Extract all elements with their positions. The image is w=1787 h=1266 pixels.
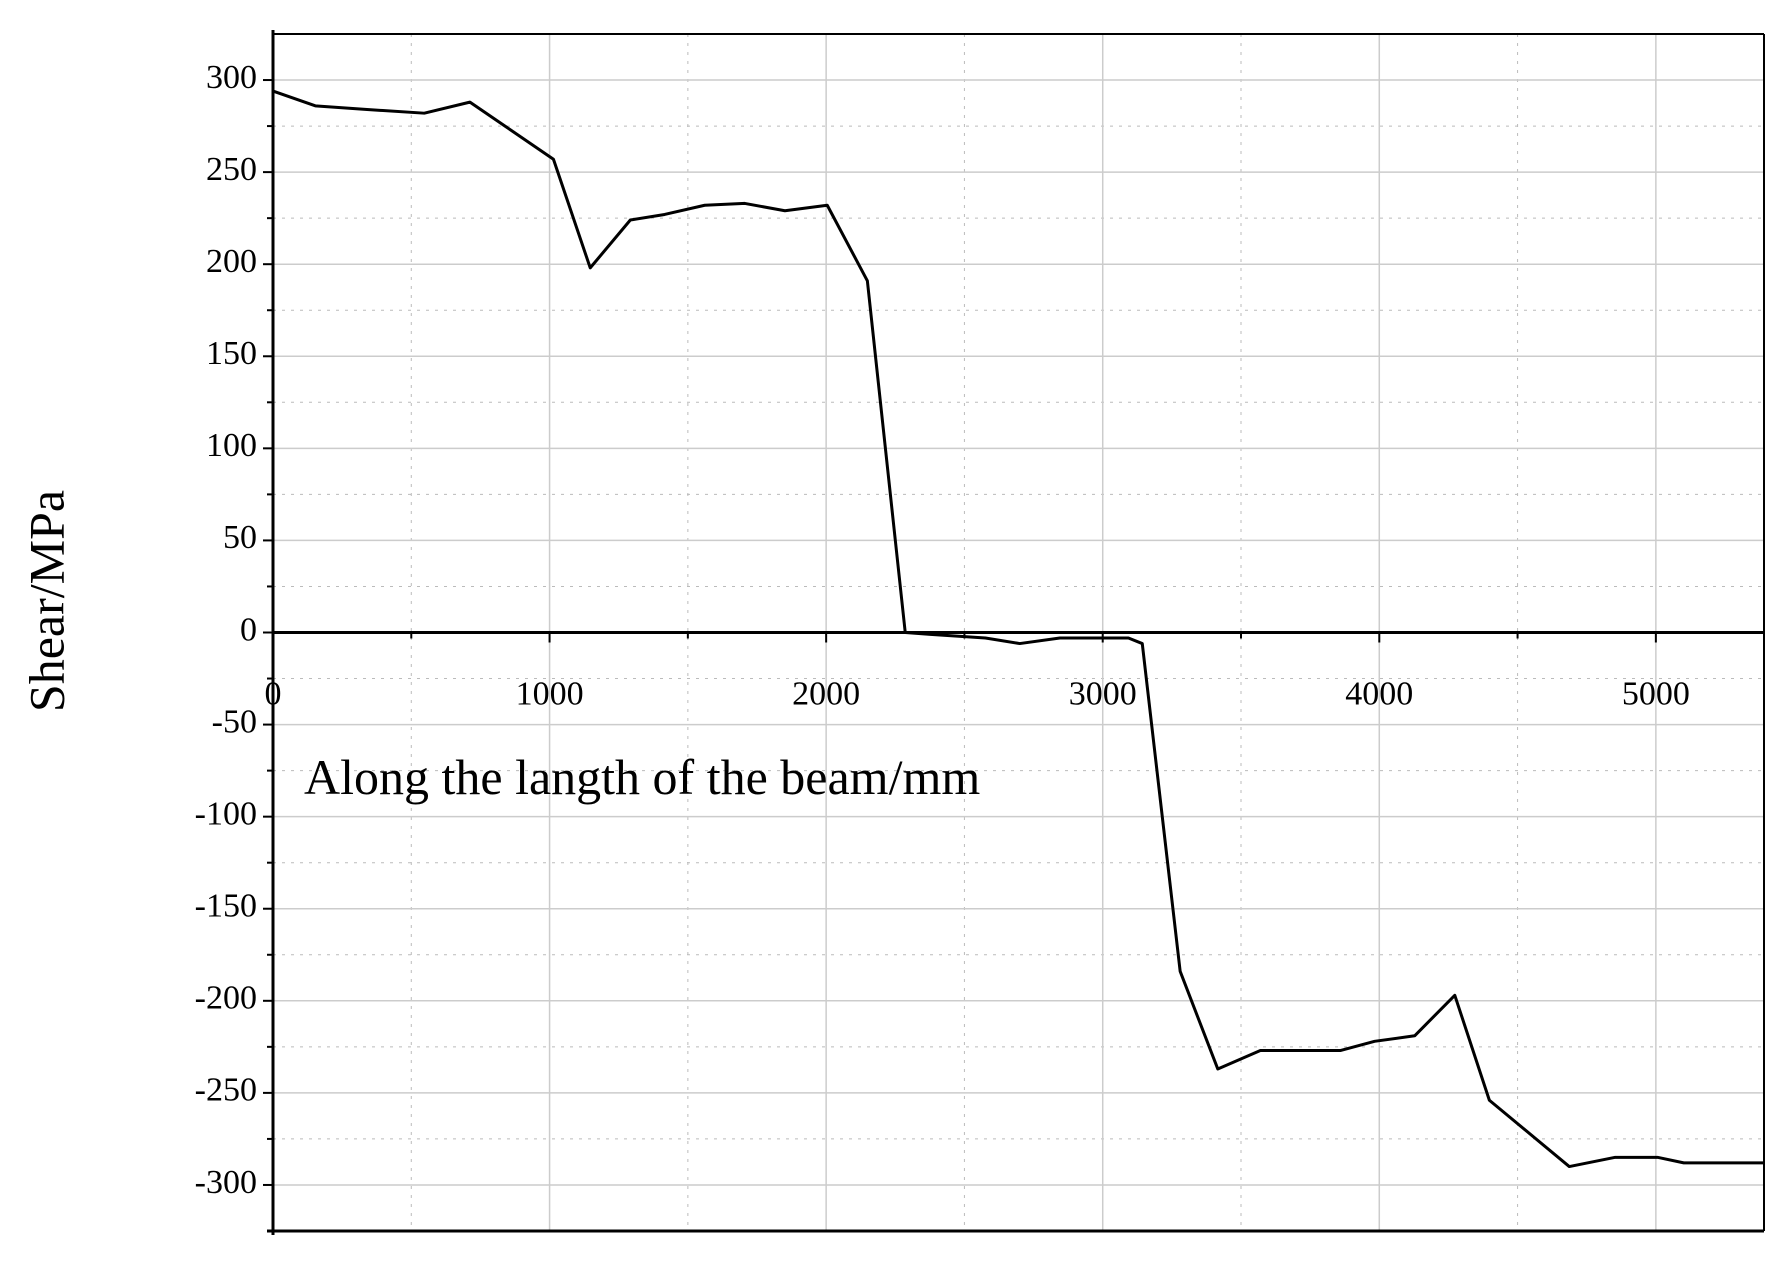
x-tick-label: 3000 <box>1069 675 1137 712</box>
y-tick-label: -200 <box>195 980 257 1017</box>
y-tick-label: 50 <box>223 519 257 556</box>
y-tick-label: 200 <box>206 243 257 280</box>
y-tick-label: 300 <box>206 59 257 96</box>
x-tick-label: 1000 <box>516 675 584 712</box>
x-axis-title: Along the langth of the beam/mm <box>304 749 980 805</box>
y-tick-label: 150 <box>206 335 257 372</box>
x-tick-label: 4000 <box>1345 675 1413 712</box>
y-tick-label: -150 <box>195 888 257 925</box>
y-axis-title: Shear/MPa <box>18 490 74 712</box>
y-tick-label: -300 <box>195 1164 257 1201</box>
y-tick-label: -250 <box>195 1072 257 1109</box>
x-tick-label: 5000 <box>1622 675 1690 712</box>
y-tick-label: 0 <box>240 611 257 648</box>
y-tick-label: 100 <box>206 427 257 464</box>
y-tick-label: -100 <box>195 795 257 832</box>
x-tick-label: 2000 <box>792 675 860 712</box>
y-tick-label: 250 <box>206 151 257 188</box>
y-tick-label: -50 <box>212 703 257 740</box>
line <box>272 89 1764 1169</box>
